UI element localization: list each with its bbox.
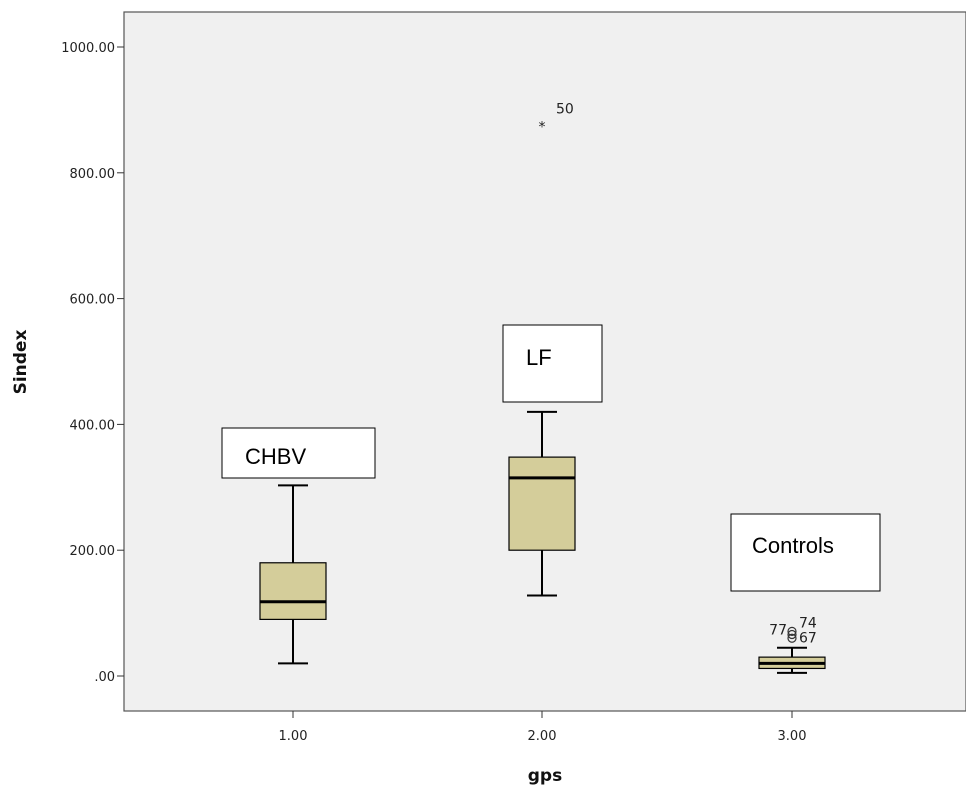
outlier-marker: [787, 633, 797, 643]
annotation-3: Controls: [730, 513, 881, 592]
annotation-box: [730, 513, 881, 592]
annotation-box: [502, 324, 603, 403]
y-axis-label: Sindex: [11, 330, 31, 395]
annotation-label: CHBV: [245, 444, 306, 469]
x-tick-label: 1.00: [279, 729, 308, 744]
y-axis: .00 200.00 400.00 600.00 800.00 1000.00: [61, 41, 124, 685]
outlier-label: 67: [799, 630, 817, 646]
annotation-2: LF: [502, 324, 603, 403]
x-tick-label: 3.00: [778, 729, 807, 744]
x-axis-label: gps: [528, 766, 562, 786]
x-axis: 1.00 2.00 3.00: [279, 711, 807, 744]
annotations: CHBV LF Controls: [221, 324, 881, 592]
box-group-1: [259, 484, 327, 665]
outlier-label: 77: [769, 622, 787, 638]
annotation-1: CHBV: [221, 427, 376, 479]
y-tick-label: 800.00: [70, 167, 116, 182]
y-tick-label: 600.00: [70, 293, 116, 308]
annotation-label: Controls: [752, 533, 834, 558]
annotation-label: LF: [526, 345, 552, 370]
y-tick-label: 400.00: [70, 418, 116, 433]
box: [259, 562, 327, 620]
outlier-marker: [787, 629, 797, 640]
outlier-marker: [787, 626, 797, 636]
box-group-2: * 50: [508, 101, 576, 597]
outlier-label: 50: [556, 101, 574, 117]
y-tick-label: .00: [94, 670, 115, 685]
box: [508, 456, 576, 551]
x-tick-label: 2.00: [528, 729, 557, 744]
y-tick-label: 200.00: [70, 544, 116, 559]
box-series: * 50 67 77 74: [259, 101, 826, 674]
outlier-label: 74: [799, 615, 817, 631]
annotation-box: [221, 427, 376, 479]
extreme-marker: *: [539, 119, 546, 135]
box-group-3: 67 77 74: [758, 615, 826, 674]
y-tick-label: 1000.00: [61, 41, 115, 56]
